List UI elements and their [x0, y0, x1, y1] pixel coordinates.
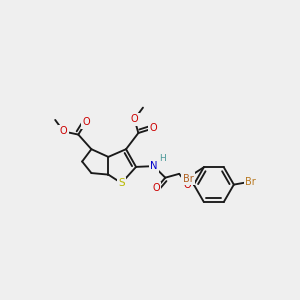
Text: O: O: [184, 180, 191, 190]
Text: H: H: [159, 154, 166, 163]
Text: N: N: [150, 161, 158, 171]
Text: Br: Br: [183, 174, 194, 184]
Text: O: O: [60, 127, 68, 136]
Text: Br: Br: [245, 177, 256, 187]
Text: O: O: [152, 184, 160, 194]
Text: S: S: [118, 178, 125, 188]
Text: O: O: [82, 117, 90, 127]
Text: O: O: [131, 114, 138, 124]
Text: O: O: [149, 123, 157, 134]
